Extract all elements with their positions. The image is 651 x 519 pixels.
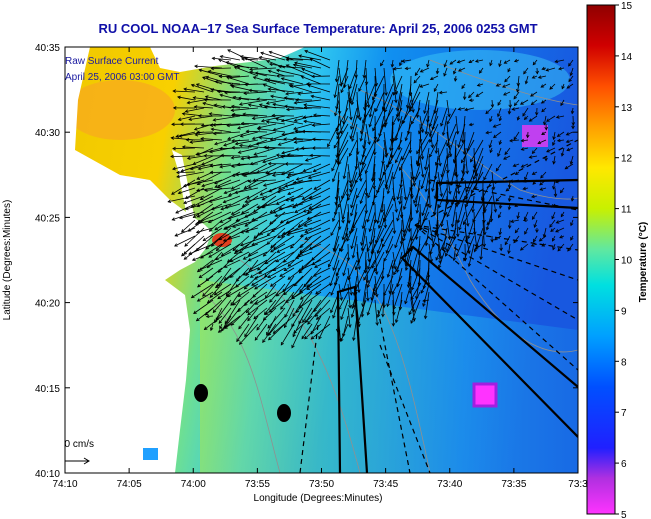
colorbar-tick-label: 5 bbox=[621, 510, 627, 519]
southern-shelf-water bbox=[200, 280, 578, 473]
colorbar-tick-label: 9 bbox=[621, 306, 627, 317]
survey-box-outlines bbox=[336, 178, 578, 473]
x-tick-label: 73:45 bbox=[373, 479, 398, 490]
map-plot: Raw Surface Current April 25, 2006 03:00… bbox=[59, 47, 578, 473]
station-marker bbox=[277, 404, 291, 422]
y-tick-label: 40:30 bbox=[35, 128, 60, 139]
x-axis-label: Longitude (Degrees:Minutes) bbox=[254, 493, 383, 504]
colorbar-tick-label: 14 bbox=[621, 52, 633, 63]
warm-water-patch bbox=[65, 80, 175, 140]
colorbar-tick-label: 15 bbox=[621, 1, 633, 12]
colorbar-tick-label: 12 bbox=[621, 154, 633, 165]
y-tick-label: 40:10 bbox=[35, 469, 60, 480]
cold-pixel-patch bbox=[522, 125, 548, 147]
legend-current-label: Raw Surface Current bbox=[65, 56, 159, 67]
y-tick-label: 40:15 bbox=[35, 384, 60, 395]
x-tick-label: 74:05 bbox=[117, 479, 142, 490]
x-tick-label: 74:10 bbox=[52, 479, 77, 490]
colorbar-tick-label: 10 bbox=[621, 256, 633, 267]
cold-pixel-patch bbox=[472, 382, 498, 408]
x-tick-label: 73:55 bbox=[245, 479, 270, 490]
y-tick-label: 40:25 bbox=[35, 213, 60, 224]
x-tick-label: 73:35 bbox=[501, 479, 526, 490]
colorbar-label: Temperature (°C) bbox=[638, 222, 649, 303]
x-tick-label: 73:3 bbox=[568, 479, 588, 490]
station-marker bbox=[194, 384, 208, 402]
scale-arrow bbox=[65, 457, 90, 465]
temperature-colorbar bbox=[586, 4, 616, 515]
survey-box-south bbox=[336, 285, 369, 473]
y-tick-label: 40:20 bbox=[35, 299, 60, 310]
colorbar-ticks: 15 14 13 12 11 10 9 8 7 6 5 bbox=[615, 1, 633, 519]
y-axis-label: Latitude (Degrees:Minutes) bbox=[2, 200, 13, 321]
x-tick-label: 73:40 bbox=[437, 479, 462, 490]
new-jersey-land bbox=[65, 47, 212, 473]
sea-patch bbox=[143, 448, 158, 460]
x-tick-label: 74:00 bbox=[181, 479, 206, 490]
y-axis-ticks: 40:35 40:30 40:25 40:20 40:15 40:10 bbox=[35, 43, 578, 480]
colorbar-tick-label: 13 bbox=[621, 103, 633, 114]
x-tick-label: 73:50 bbox=[309, 479, 334, 490]
survey-box-east bbox=[435, 178, 578, 210]
survey-box-southeast bbox=[400, 245, 578, 438]
colorbar-tick-label: 8 bbox=[621, 357, 627, 368]
legend-current-time: April 25, 2006 03:00 GMT bbox=[65, 72, 180, 83]
scale-arrow-label: 50 cm/s bbox=[59, 439, 94, 450]
colorbar-tick-label: 6 bbox=[621, 459, 627, 470]
colorbar-tick-label: 7 bbox=[621, 408, 627, 419]
colorbar-tick-label: 11 bbox=[621, 205, 632, 216]
cold-water-patch bbox=[390, 50, 570, 110]
figure-title: RU COOL NOAA–17 Sea Surface Temperature:… bbox=[98, 21, 537, 36]
surface-current-vectors bbox=[167, 49, 576, 349]
y-tick-label: 40:35 bbox=[35, 43, 60, 54]
x-axis-ticks: 74:10 74:05 74:00 73:55 73:50 73:45 73:40 73:35… bbox=[52, 47, 588, 490]
